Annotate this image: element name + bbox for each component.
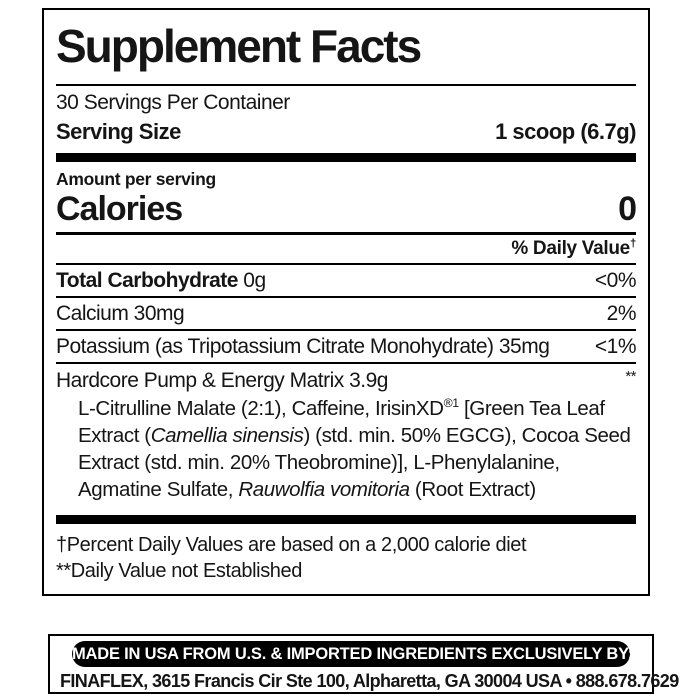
table-row-potassium: Potassium (as Tripotassium Citrate Monoh… [56, 331, 637, 364]
daily-value-header: % Daily Value† [56, 235, 636, 263]
servings-per-container: 30 Servings Per Container [56, 91, 290, 114]
nutrient-name-rest: 0g [237, 269, 266, 292]
table-row-total-carbohydrate: Total Carbohydrate 0g <0% [56, 265, 637, 298]
nutrient-name: Potassium (as Tripotassium Citrate Monoh… [56, 331, 550, 362]
matrix-name: Hardcore Pump & Energy Matrix 3.9g [56, 369, 388, 392]
divider [56, 263, 636, 265]
matrix-daily-value: ** [625, 368, 636, 385]
serving-size-value: 1 scoop (6.7g) [495, 119, 636, 144]
divider [56, 232, 636, 235]
divider [56, 84, 636, 86]
manufacturer-panel: MADE IN USA FROM U.S. & IMPORTED INGREDI… [48, 634, 679, 694]
thick-divider-bar [56, 515, 636, 524]
thick-divider-bar [56, 153, 636, 162]
nutrient-name-bold: Total Carbohydrate [56, 269, 238, 292]
supplement-facts-panel: Supplement Facts 30 Servings Per Contain… [42, 8, 650, 596]
table-row-calcium: Calcium 30mg 2% [56, 298, 637, 331]
calories-value: 0 [618, 190, 637, 228]
calories-row: Calories 0 [56, 190, 637, 232]
nutrient-daily-value: <0% [594, 269, 637, 292]
footnotes: †Percent Daily Values are based on a 2,0… [56, 527, 636, 594]
nutrient-name: Total Carbohydrate 0g [56, 265, 266, 296]
footnote-daily-values: †Percent Daily Values are based on a 2,0… [56, 534, 527, 556]
table-row-matrix: Hardcore Pump & Energy Matrix 3.9g ** [56, 364, 636, 395]
matrix-ingredients: L-Citrulline Malate (2:1), Caffeine, Iri… [78, 396, 631, 501]
calories-label: Calories [56, 190, 183, 228]
footnote-not-established: **Daily Value not Established [56, 560, 302, 582]
daily-value-dagger: † [629, 237, 636, 250]
nutrient-daily-value: 2% [606, 302, 637, 325]
nutrient-name-rest: Potassium (as Tripotassium Citrate Monoh… [56, 335, 550, 358]
serving-size-row: Serving Size 1 scoop (6.7g) [56, 117, 636, 150]
amount-per-serving-label: Amount per serving [56, 169, 216, 189]
manufacturer-address: FINAFLEX, 3615 Francis Cir Ste 100, Alph… [60, 671, 679, 691]
serving-size-label: Serving Size [56, 119, 181, 144]
nutrient-name-rest: Calcium 30mg [56, 302, 185, 325]
panel-title: Supplement Facts [56, 20, 422, 72]
nutrient-daily-value: <1% [594, 335, 637, 358]
made-in-usa-banner: MADE IN USA FROM U.S. & IMPORTED INGREDI… [72, 641, 630, 667]
daily-value-header-text: % Daily Value [511, 238, 630, 259]
nutrient-name: Calcium 30mg [56, 298, 185, 329]
